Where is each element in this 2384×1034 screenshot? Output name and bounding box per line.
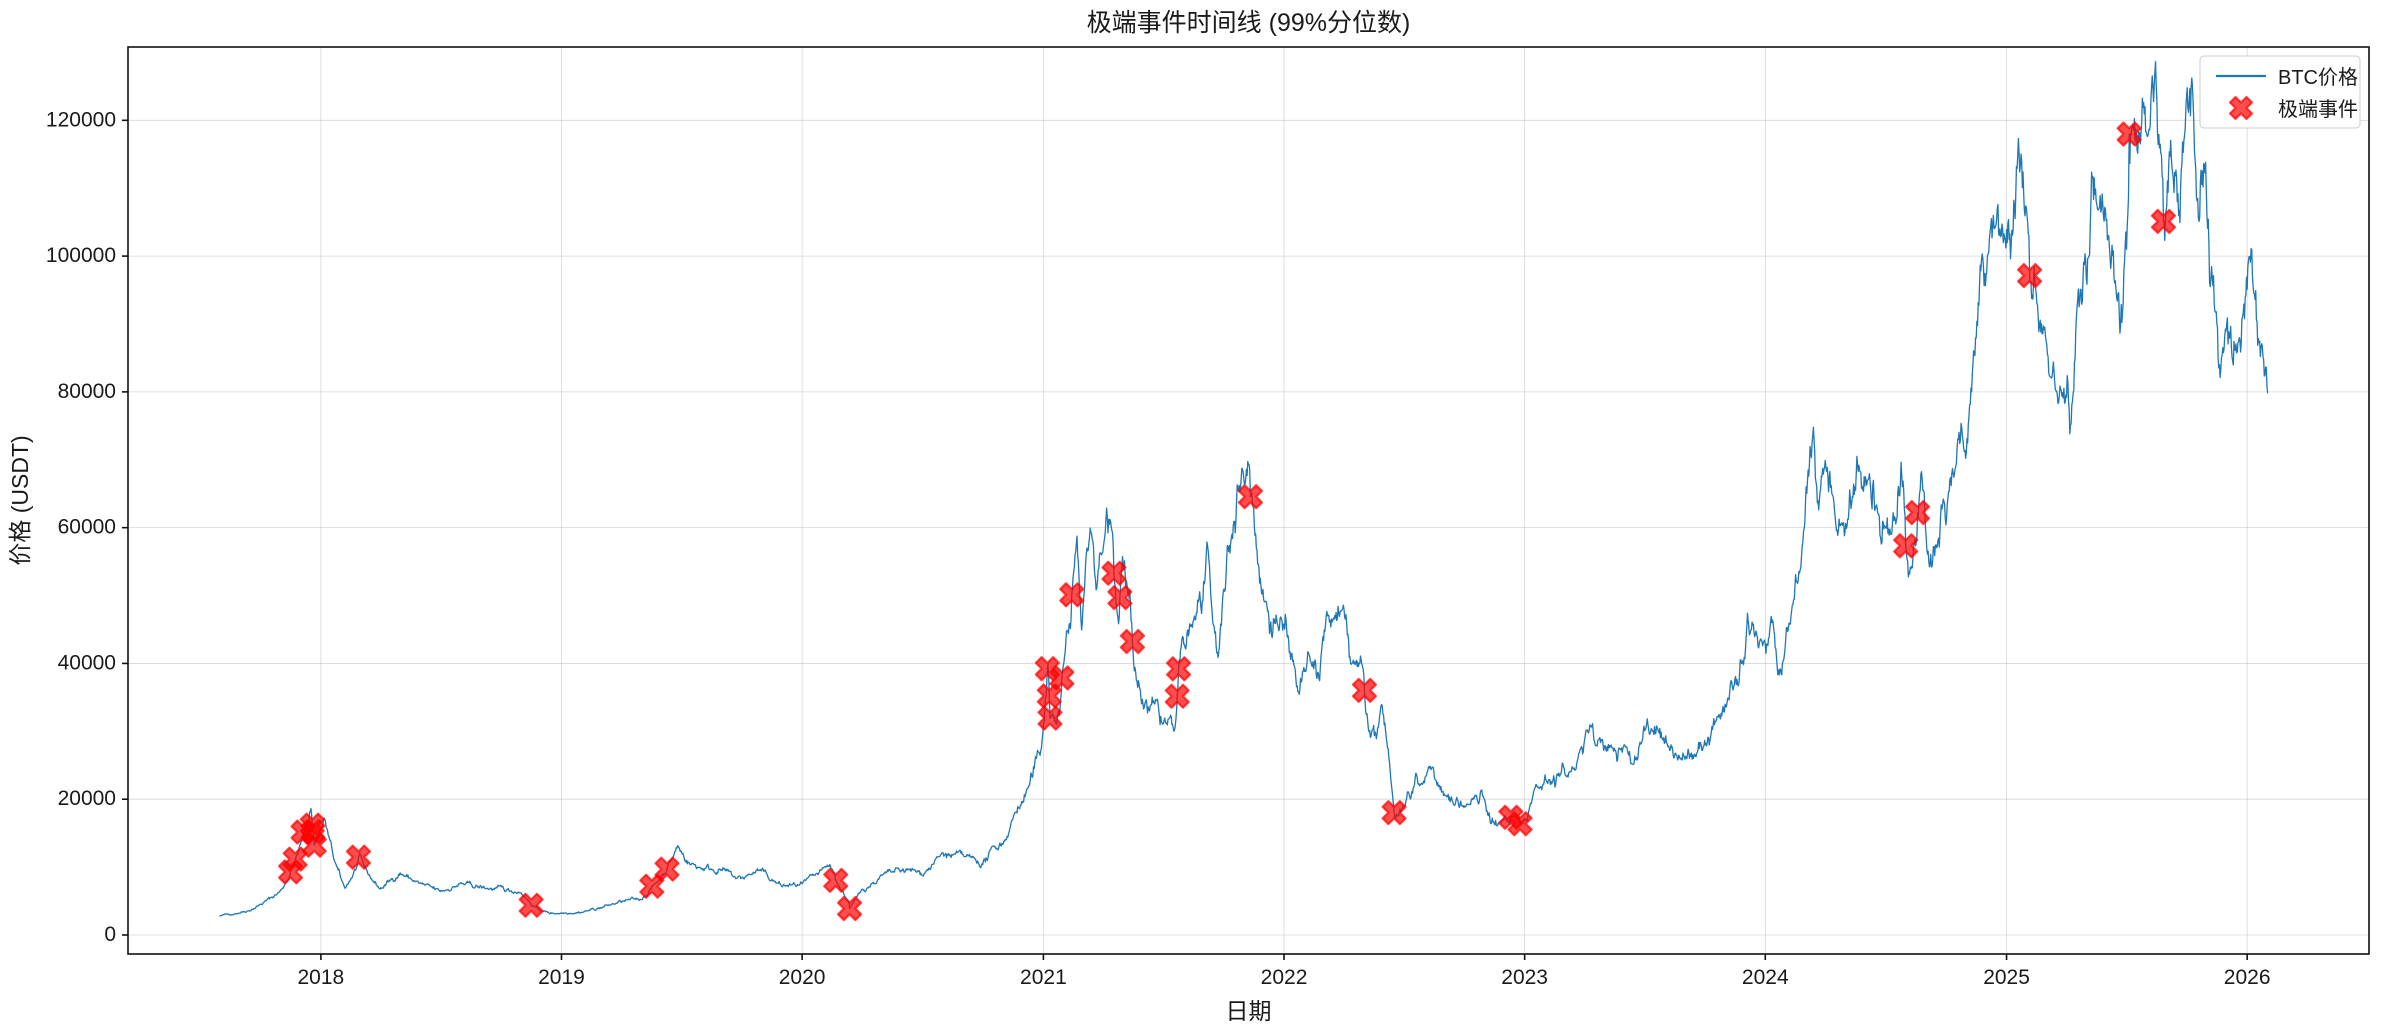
svg-text:40000: 40000 (58, 651, 116, 674)
svg-text:2024: 2024 (1742, 966, 1789, 989)
svg-text:极端事件时间线 (99%分位数): 极端事件时间线 (99%分位数) (1087, 9, 1411, 37)
svg-text:日期: 日期 (1226, 998, 1272, 1024)
svg-text:0: 0 (104, 923, 116, 946)
svg-text:20000: 20000 (58, 787, 116, 810)
svg-text:2018: 2018 (298, 966, 345, 989)
svg-text:100000: 100000 (46, 244, 116, 267)
svg-text:BTC价格: BTC价格 (2278, 66, 2358, 89)
svg-text:2021: 2021 (1020, 966, 1067, 989)
svg-text:价格 (USDT): 价格 (USDT) (7, 435, 33, 565)
svg-text:120000: 120000 (46, 108, 116, 131)
svg-text:2025: 2025 (1983, 966, 2030, 989)
svg-text:2019: 2019 (538, 966, 585, 989)
svg-text:80000: 80000 (58, 380, 116, 403)
svg-text:2026: 2026 (2224, 966, 2271, 989)
svg-text:极端事件: 极端事件 (2278, 98, 2358, 121)
svg-text:2023: 2023 (1501, 966, 1548, 989)
svg-text:60000: 60000 (58, 516, 116, 539)
svg-text:2022: 2022 (1261, 966, 1308, 989)
svg-text:2020: 2020 (779, 966, 826, 989)
